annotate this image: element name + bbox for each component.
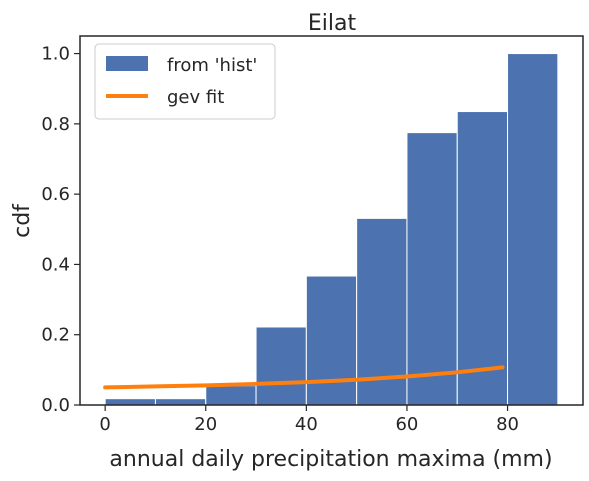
plot-frame — [79, 35, 584, 406]
y-axis-ticks: 0.0 0.2 0.4 0.6 0.8 1.0 — [41, 44, 80, 416]
x-tick-label: 60 — [395, 414, 418, 435]
hist-bar — [305, 275, 358, 406]
legend-swatch-hist — [106, 56, 148, 71]
x-axis-ticks: 0 20 40 60 80 — [99, 405, 519, 435]
legend: from 'hist' gev fit — [94, 43, 276, 120]
hist-bar — [154, 398, 207, 406]
x-tick-label: 0 — [99, 414, 110, 435]
x-axis-label: annual daily precipitation maxima (mm) — [109, 447, 552, 472]
x-tick-label: 20 — [194, 414, 217, 435]
y-axis-label: cdf — [10, 203, 35, 238]
hist-bar — [104, 398, 156, 406]
x-tick-label: 40 — [295, 414, 318, 435]
legend-label-hist: from 'hist' — [167, 55, 257, 76]
y-tick-label: 1.0 — [41, 44, 70, 65]
hist-bar — [507, 53, 559, 406]
line-layer — [103, 365, 505, 390]
y-tick-label: 0.8 — [41, 114, 70, 135]
hist-bar — [255, 326, 307, 406]
y-tick-label: 0.0 — [41, 395, 70, 416]
hist-bar — [456, 111, 509, 406]
y-tick-label: 0.6 — [41, 184, 70, 205]
y-tick-label: 0.2 — [41, 325, 70, 346]
x-tick-label: 80 — [496, 414, 519, 435]
bars-layer — [104, 53, 559, 406]
gev-fit-line — [103, 365, 505, 390]
legend-label-gev: gev fit — [167, 87, 224, 108]
chart-title: Eilat — [308, 11, 357, 36]
y-tick-label: 0.4 — [41, 254, 70, 275]
hist-bar — [205, 385, 257, 406]
hist-bar — [356, 217, 408, 406]
hist-bar — [406, 132, 458, 406]
